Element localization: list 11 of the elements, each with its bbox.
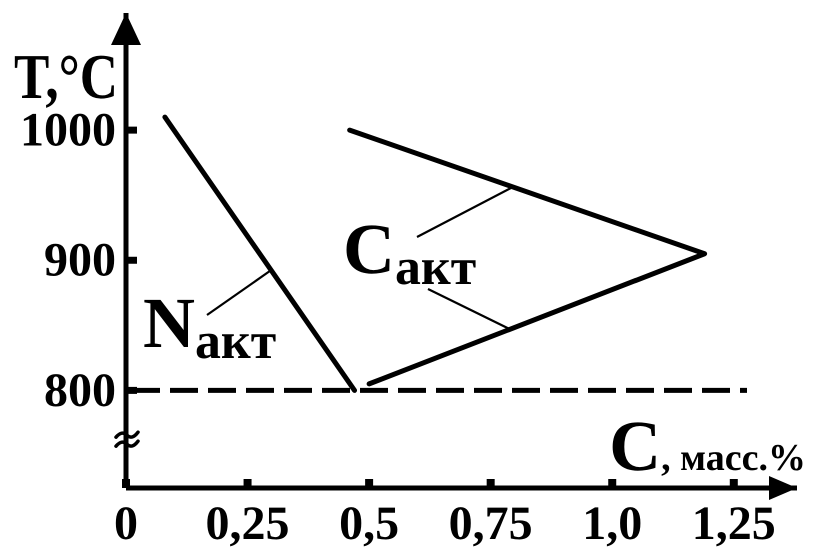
y-tick-label: 900 <box>44 234 116 287</box>
series-label: N$_{акт}$ <box>143 283 276 370</box>
x-tick-label: 1,0 <box>582 497 642 550</box>
legend-label: C$_{акт}$ <box>343 209 476 296</box>
x-tick-label: 1,25 <box>692 497 776 550</box>
x-tick-label: 0 <box>114 497 138 550</box>
x-axis-title: C, масс.% <box>609 406 806 486</box>
y-tick-label: 800 <box>44 364 116 417</box>
x-tick-label: 0,75 <box>448 497 533 550</box>
x-tick-label: 0,25 <box>206 497 290 550</box>
x-tick-label: 0,5 <box>339 497 400 550</box>
